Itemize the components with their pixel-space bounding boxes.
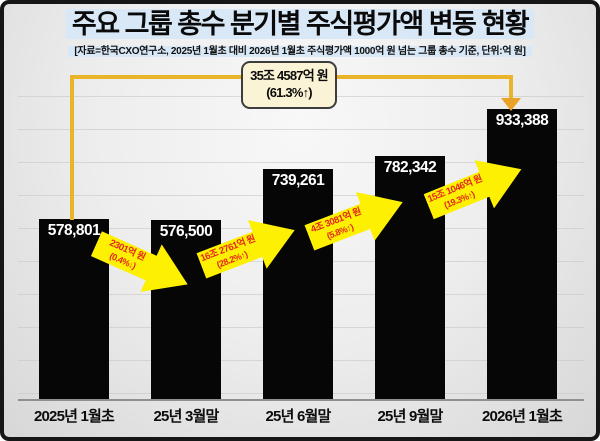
header: 주요 그룹 총수 분기별 주식평가액 변동 현황 [자료=한국CXO연구소, 2… bbox=[4, 8, 596, 58]
x-axis-tick-label: 2026년 1월초 bbox=[481, 408, 563, 425]
total-change-amount: 35조 4587억 원 bbox=[250, 68, 328, 83]
bar: 739,261 bbox=[263, 169, 333, 399]
bar-value-label: 576,500 bbox=[159, 223, 213, 240]
x-axis-line bbox=[18, 399, 584, 401]
x-axis-tick-label: 25년 6월말 bbox=[265, 408, 332, 425]
total-change-connector-right bbox=[509, 75, 513, 99]
bar: 933,388 bbox=[487, 109, 557, 399]
total-change-percent: (61.3%↑) bbox=[266, 84, 312, 100]
bar-value-label: 782,342 bbox=[383, 159, 437, 176]
total-change-callout: 35조 4587억 원 (61.3%↑) bbox=[241, 61, 337, 109]
bar-value-label: 933,388 bbox=[495, 112, 549, 129]
page-title: 주요 그룹 총수 분기별 주식평가액 변동 현황 bbox=[4, 8, 596, 40]
x-axis-tick-label: 2025년 1월초 bbox=[33, 408, 115, 425]
total-change-arrowhead-icon bbox=[501, 98, 521, 111]
bar-value-label: 578,801 bbox=[47, 222, 101, 239]
chart-area: 주요 그룹 총수 분기별 주식평가액 변동 현황 [자료=한국CXO연구소, 2… bbox=[4, 4, 596, 437]
x-axis-tick-label: 25년 3월말 bbox=[153, 408, 220, 425]
source-note-text: [자료=한국CXO연구소, 2025년 1월초 대비 2026년 1월초 주식평… bbox=[68, 46, 532, 58]
source-note: [자료=한국CXO연구소, 2025년 1월초 대비 2026년 1월초 주식평… bbox=[4, 42, 596, 58]
total-change-connector-left bbox=[70, 75, 74, 220]
page-title-text: 주요 그룹 총수 분기별 주식평가액 변동 현황 bbox=[65, 9, 535, 39]
x-axis-tick-label: 25년 9월말 bbox=[377, 408, 444, 425]
bar-value-label: 739,261 bbox=[271, 172, 325, 189]
